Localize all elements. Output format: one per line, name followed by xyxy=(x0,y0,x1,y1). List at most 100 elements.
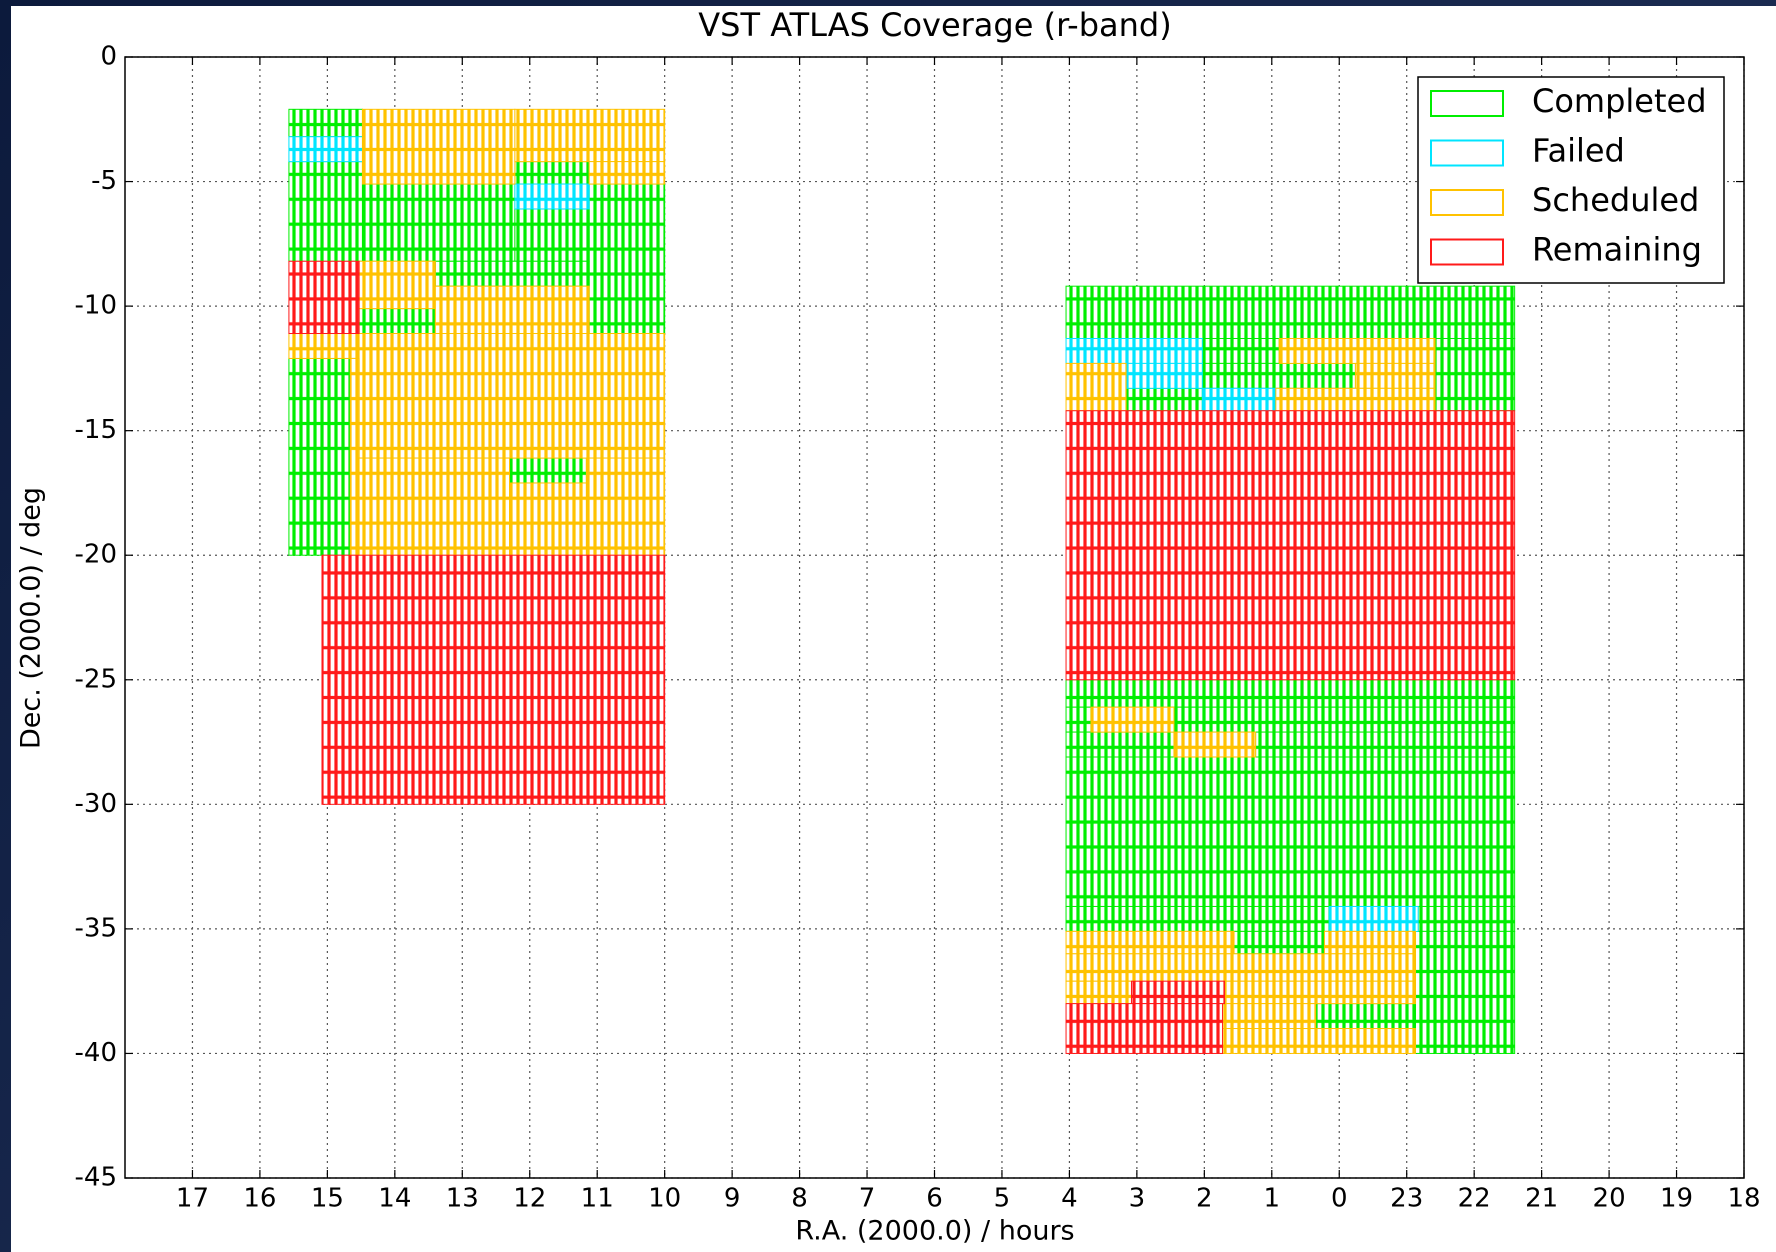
y-tick-label: -25 xyxy=(75,664,117,694)
coverage-region xyxy=(1065,905,1330,932)
coverage-region xyxy=(1065,362,1127,412)
legend-swatch xyxy=(1430,90,1504,117)
coverage-region xyxy=(358,260,436,310)
coverage-region xyxy=(514,108,666,163)
coverage-region xyxy=(1065,410,1516,681)
coverage-region xyxy=(358,308,436,335)
plot-frame xyxy=(124,56,1745,1179)
coverage-region xyxy=(1201,387,1277,412)
coverage-region xyxy=(509,457,587,484)
coverage-region xyxy=(514,183,590,210)
coverage-region xyxy=(1065,285,1516,339)
coverage-region xyxy=(1125,387,1203,412)
x-tick-label: 17 xyxy=(176,1184,209,1214)
coverage-region xyxy=(361,108,516,185)
coverage-region xyxy=(514,161,590,185)
coverage-region xyxy=(1222,1028,1416,1054)
x-tick-label: 8 xyxy=(791,1184,808,1214)
x-tick-label: 21 xyxy=(1525,1184,1558,1214)
coverage-region xyxy=(288,136,363,163)
coverage-region xyxy=(1065,731,1175,758)
coverage-region xyxy=(1065,953,1416,982)
coverage-region xyxy=(321,554,666,805)
y-tick-label: -35 xyxy=(75,913,117,943)
x-tick-label: 3 xyxy=(1129,1184,1146,1214)
coverage-region xyxy=(1201,337,1280,364)
legend: Completed Failed Scheduled Remaining xyxy=(1417,76,1725,284)
legend-label: Scheduled xyxy=(1532,181,1699,219)
y-axis-label: Dec. (2000.0) / deg xyxy=(16,487,47,749)
coverage-region xyxy=(1201,362,1356,389)
coverage-region xyxy=(1224,980,1416,1005)
coverage-region xyxy=(434,260,590,287)
coverage-region xyxy=(1065,337,1203,364)
coverage-region xyxy=(1275,387,1436,412)
x-tick-label: 12 xyxy=(513,1184,546,1214)
x-tick-label: 10 xyxy=(648,1184,681,1214)
coverage-region xyxy=(349,357,360,556)
x-tick-label: 2 xyxy=(1196,1184,1213,1214)
coverage-region xyxy=(1323,930,1416,955)
coverage-region xyxy=(1417,905,1516,932)
x-tick-label: 7 xyxy=(859,1184,876,1214)
coverage-region xyxy=(1315,1003,1416,1030)
coverage-region xyxy=(1233,930,1325,955)
x-tick-label: 11 xyxy=(581,1184,614,1214)
x-axis-label: R.A. (2000.0) / hours xyxy=(795,1216,1074,1247)
coverage-region xyxy=(288,108,363,138)
coverage-region xyxy=(1125,362,1203,389)
legend-swatch xyxy=(1430,189,1504,216)
x-tick-label: 4 xyxy=(1061,1184,1078,1214)
y-tick-label: 0 xyxy=(100,42,117,72)
x-tick-label: 15 xyxy=(311,1184,344,1214)
coverage-region xyxy=(1065,756,1516,907)
x-tick-label: 20 xyxy=(1593,1184,1626,1214)
coverage-region xyxy=(1065,679,1516,708)
coverage-region xyxy=(588,161,666,185)
coverage-region xyxy=(1414,930,1516,1054)
y-tick-label: -45 xyxy=(75,1163,117,1193)
chart-title: VST ATLAS Coverage (r-band) xyxy=(698,6,1171,44)
coverage-region xyxy=(588,183,666,335)
coverage-region xyxy=(1354,362,1436,389)
y-tick-label: -5 xyxy=(91,166,117,196)
legend-swatch xyxy=(1430,139,1504,167)
y-tick-label: -10 xyxy=(75,291,117,321)
y-tick-label: -15 xyxy=(75,415,117,445)
coverage-region xyxy=(288,333,360,359)
coverage-region xyxy=(1222,1003,1317,1030)
coverage-region xyxy=(288,161,363,262)
x-tick-label: 16 xyxy=(243,1184,276,1214)
coverage-region xyxy=(288,357,351,556)
legend-label: Failed xyxy=(1532,132,1625,170)
y-tick-label: -40 xyxy=(75,1038,117,1068)
coverage-region xyxy=(361,183,516,262)
x-tick-label: 9 xyxy=(724,1184,741,1214)
x-tick-label: 19 xyxy=(1660,1184,1693,1214)
x-tick-label: 1 xyxy=(1264,1184,1281,1214)
coverage-region xyxy=(1065,1003,1224,1054)
legend-swatch xyxy=(1430,238,1504,266)
legend-label: Completed xyxy=(1532,82,1707,120)
coverage-region xyxy=(1328,905,1419,932)
coverage-region xyxy=(509,482,587,556)
x-tick-label: 5 xyxy=(994,1184,1011,1214)
coverage-region xyxy=(1173,731,1257,758)
coverage-region xyxy=(1255,731,1516,758)
coverage-region xyxy=(358,457,511,556)
x-tick-label: 23 xyxy=(1390,1184,1423,1214)
coverage-region xyxy=(1173,706,1516,733)
coverage-region xyxy=(1090,706,1175,733)
coverage-region xyxy=(1065,706,1092,733)
coverage-region xyxy=(1065,980,1132,1005)
x-tick-label: 22 xyxy=(1458,1184,1491,1214)
coverage-region xyxy=(288,260,360,335)
coverage-region xyxy=(1130,980,1226,1005)
y-tick-label: -20 xyxy=(75,540,117,570)
x-tick-label: 14 xyxy=(378,1184,411,1214)
coverage-region xyxy=(434,285,590,335)
coverage-region xyxy=(585,457,666,556)
x-tick-label: 0 xyxy=(1331,1184,1348,1214)
